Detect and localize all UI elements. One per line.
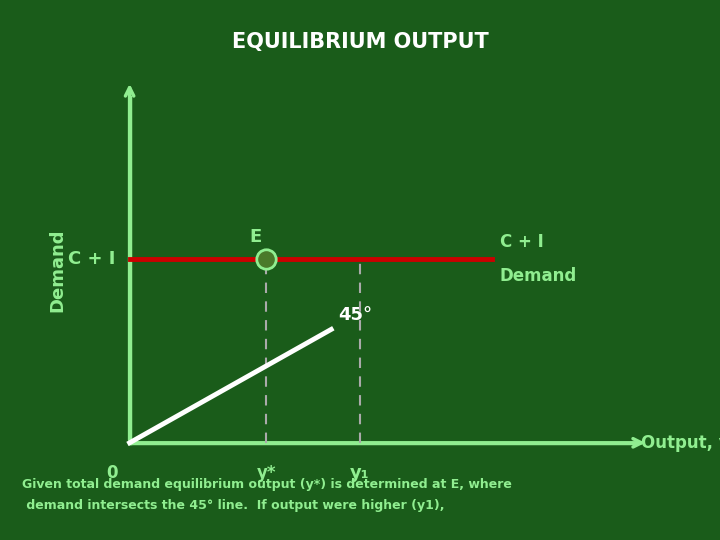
- Text: 45°: 45°: [338, 306, 372, 324]
- Text: Given total demand equilibrium output (y*) is determined at E, where: Given total demand equilibrium output (y…: [22, 478, 511, 491]
- Text: Output, y: Output, y: [641, 434, 720, 452]
- Text: 0: 0: [106, 464, 117, 482]
- Text: Demand: Demand: [500, 267, 577, 285]
- Text: E: E: [249, 228, 262, 246]
- Text: C + I: C + I: [500, 233, 544, 251]
- Text: y₁: y₁: [350, 464, 370, 482]
- Text: Demand: Demand: [48, 228, 66, 312]
- Text: demand intersects the 45° line.  If output were higher (y1),: demand intersects the 45° line. If outpu…: [22, 500, 444, 512]
- Text: C + I: C + I: [68, 250, 115, 268]
- Text: EQUILIBRIUM OUTPUT: EQUILIBRIUM OUTPUT: [232, 32, 488, 52]
- Text: y*: y*: [256, 464, 276, 482]
